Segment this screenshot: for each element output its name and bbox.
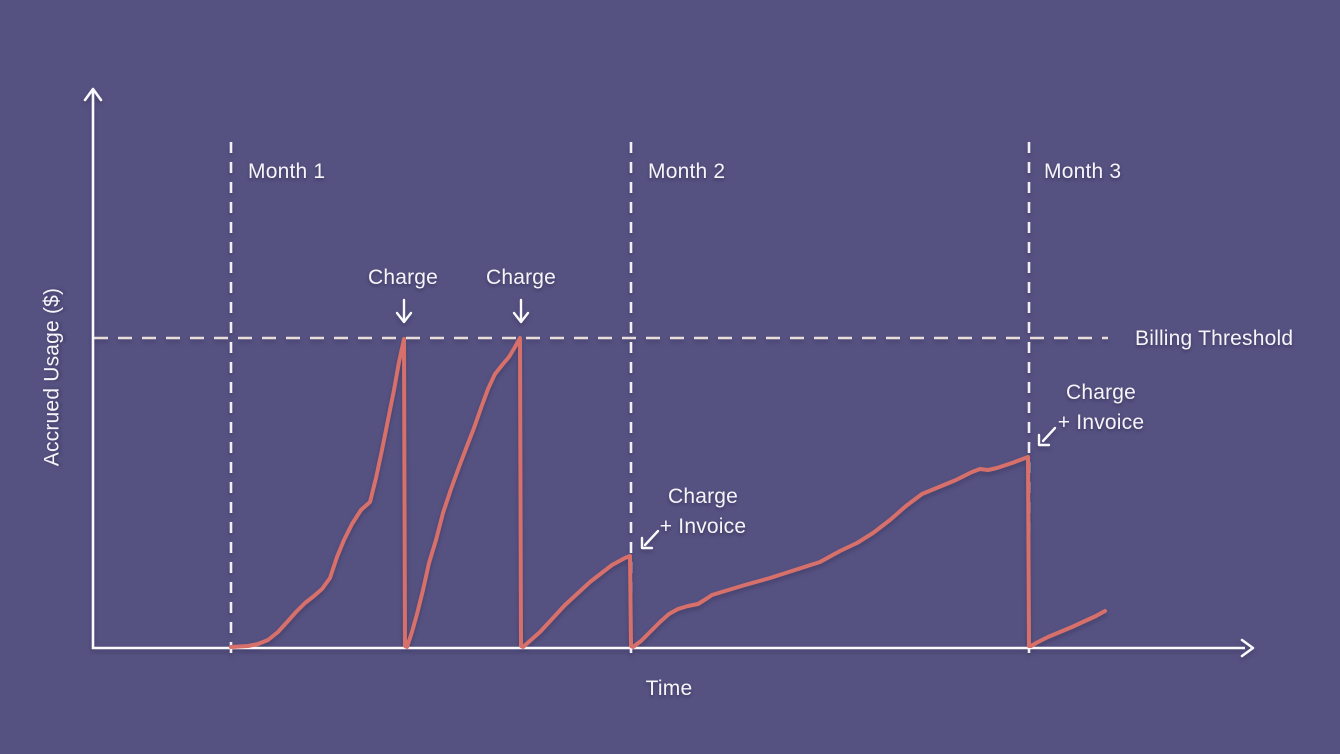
month-3-label: Month 3 (1044, 160, 1122, 183)
charge-2-arrow-head-icon (512, 311, 530, 324)
x-axis-arrowhead-icon (1240, 638, 1255, 658)
charge-1-arrow-head-icon (395, 311, 413, 324)
charge-invoice-month2-label-line2: + Invoice (659, 515, 747, 538)
charge-invoice-2-arrow-head-icon (640, 536, 654, 550)
charge-annotation-2: Charge (485, 266, 557, 289)
charge-invoice-month2-label-line1: Charge (667, 485, 739, 508)
month-2-label: Month 2 (648, 160, 726, 183)
billing-threshold-label: Billing Threshold (1135, 327, 1294, 350)
charge-invoice-2-arrow-shaft-icon (643, 529, 660, 547)
charge-invoice-3-arrow-head-icon (1037, 433, 1051, 447)
month-1-label: Month 1 (248, 160, 326, 183)
x-axis-label: Time (645, 677, 693, 700)
charge-invoice-3-arrow-shaft-icon (1041, 426, 1057, 443)
y-axis-arrowhead-icon (83, 87, 103, 102)
charge-invoice-month3-label-line1: Charge (1065, 381, 1137, 404)
charge-annotation-1: Charge (367, 266, 439, 289)
accrued-usage-curve (229, 336, 1107, 649)
charge-invoice-month3-label-line2: + Invoice (1057, 411, 1145, 434)
y-axis-label: Accrued Usage ($) (40, 287, 64, 467)
